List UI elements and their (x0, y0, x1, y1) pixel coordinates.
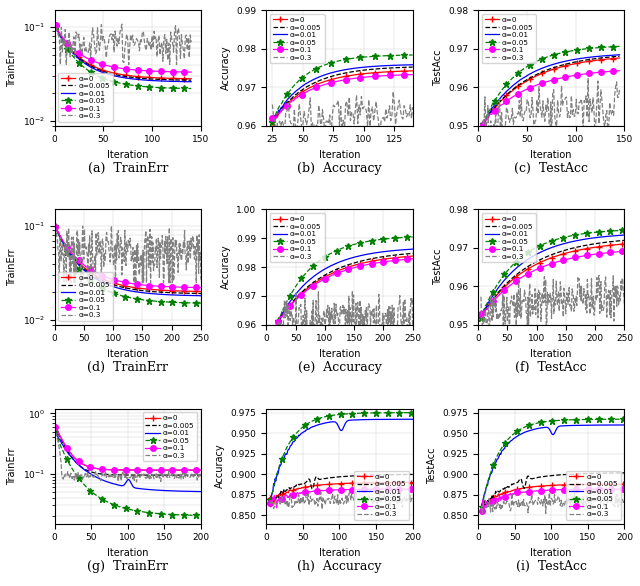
Legend: α=0, α=0.005, α=0.01, α=0.05, α=0.1, α=0.3: α=0, α=0.005, α=0.01, α=0.05, α=0.1, α=0… (355, 471, 409, 520)
Y-axis label: Accuracy: Accuracy (221, 245, 231, 289)
X-axis label: Iteration: Iteration (531, 548, 572, 558)
Y-axis label: TrainErr: TrainErr (7, 248, 17, 286)
Text: (h)  Accuracy: (h) Accuracy (297, 560, 381, 574)
X-axis label: Iteration: Iteration (319, 150, 360, 160)
Text: (i)  TestAcc: (i) TestAcc (516, 560, 587, 574)
X-axis label: Iteration: Iteration (531, 150, 572, 160)
Text: (c)  TestAcc: (c) TestAcc (514, 162, 588, 175)
Legend: α=0, α=0.005, α=0.01, α=0.05, α=0.1, α=0.3: α=0, α=0.005, α=0.01, α=0.05, α=0.1, α=0… (482, 213, 536, 263)
Text: (f)  TestAcc: (f) TestAcc (515, 362, 587, 374)
X-axis label: Iteration: Iteration (107, 150, 148, 160)
Legend: α=0, α=0.005, α=0.01, α=0.05, α=0.1, α=0.3: α=0, α=0.005, α=0.01, α=0.05, α=0.1, α=0… (270, 14, 324, 63)
Text: (e)  Accuracy: (e) Accuracy (298, 362, 381, 374)
X-axis label: Iteration: Iteration (319, 548, 360, 558)
Legend: α=0, α=0.005, α=0.01, α=0.05, α=0.1, α=0.3: α=0, α=0.005, α=0.01, α=0.05, α=0.1, α=0… (566, 471, 621, 520)
Legend: α=0, α=0.005, α=0.01, α=0.05, α=0.1, α=0.3: α=0, α=0.005, α=0.01, α=0.05, α=0.1, α=0… (270, 213, 324, 263)
X-axis label: Iteration: Iteration (319, 349, 360, 359)
Text: (a)  TrainErr: (a) TrainErr (88, 162, 168, 175)
Legend: α=0, α=0.005, α=0.01, α=0.05, α=0.1, α=0.3: α=0, α=0.005, α=0.01, α=0.05, α=0.1, α=0… (58, 73, 113, 122)
Legend: α=0, α=0.005, α=0.01, α=0.05, α=0.1, α=0.3: α=0, α=0.005, α=0.01, α=0.05, α=0.1, α=0… (482, 14, 536, 63)
Legend: α=0, α=0.005, α=0.01, α=0.05, α=0.1, α=0.3: α=0, α=0.005, α=0.01, α=0.05, α=0.1, α=0… (143, 412, 197, 461)
Y-axis label: TestAcc: TestAcc (433, 249, 443, 285)
X-axis label: Iteration: Iteration (531, 349, 572, 359)
X-axis label: Iteration: Iteration (107, 548, 148, 558)
Y-axis label: Accuracy: Accuracy (221, 46, 231, 90)
Y-axis label: TrainErr: TrainErr (7, 447, 17, 485)
Y-axis label: TestAcc: TestAcc (433, 50, 443, 86)
Text: (g)  TrainErr: (g) TrainErr (87, 560, 168, 574)
Y-axis label: Accuracy: Accuracy (215, 444, 225, 488)
Y-axis label: TrainErr: TrainErr (7, 49, 17, 87)
Y-axis label: TestAcc: TestAcc (427, 448, 437, 484)
Legend: α=0, α=0.005, α=0.01, α=0.05, α=0.1, α=0.3: α=0, α=0.005, α=0.01, α=0.05, α=0.1, α=0… (58, 271, 113, 321)
Text: (b)  Accuracy: (b) Accuracy (297, 162, 382, 175)
X-axis label: Iteration: Iteration (107, 349, 148, 359)
Text: (d)  TrainErr: (d) TrainErr (87, 362, 168, 374)
